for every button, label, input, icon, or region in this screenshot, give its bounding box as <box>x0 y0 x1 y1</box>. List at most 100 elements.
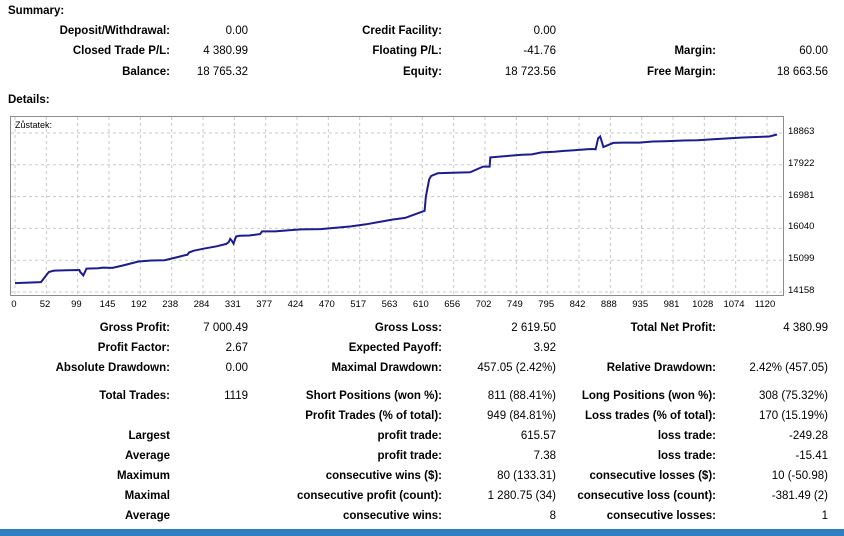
profit-trades-value: 949 (84.81%) <box>486 410 556 422</box>
x-tick-label: 517 <box>350 299 367 310</box>
largest-profit-label: profit trade: <box>377 430 442 442</box>
avg-cons-losses-label: consecutive losses: <box>606 510 716 522</box>
x-tick-label: 0 <box>11 299 17 310</box>
x-tick-label: 377 <box>256 299 273 310</box>
balance-chart: Zůstatek: <box>10 116 784 296</box>
x-tick-label: 795 <box>538 299 555 310</box>
x-tick-label: 1028 <box>692 299 714 310</box>
x-tick-label: 1120 <box>754 299 776 310</box>
short-positions-label: Short Positions (won %): <box>305 390 442 402</box>
x-tick-label: 424 <box>287 299 304 310</box>
x-tick-label: 656 <box>444 299 461 310</box>
avg-profit-value: 7.38 <box>533 450 556 462</box>
maximal-drawdown-value: 457.05 (2.42%) <box>477 362 556 374</box>
deposit-label: Deposit/Withdrawal: <box>59 25 170 37</box>
x-tick-label: 470 <box>318 299 335 310</box>
balance-chart-plot <box>11 117 783 295</box>
average-label: Average <box>125 450 170 462</box>
x-tick-label: 145 <box>99 299 116 310</box>
maximum-label: Maximum <box>116 470 170 482</box>
maximal-drawdown-label: Maximal Drawdown: <box>331 362 442 374</box>
max-cons-losses-value: 10 (-50.98) <box>771 470 828 482</box>
balance-series-line <box>14 133 778 285</box>
largest-loss-label: loss trade: <box>657 430 716 442</box>
equity-label: Equity: <box>403 66 442 78</box>
expected-payoff-value: 3.92 <box>533 342 556 354</box>
x-tick-label: 192 <box>130 299 147 310</box>
margin-value: 60.00 <box>799 45 828 57</box>
x-tick-label: 284 <box>193 299 210 310</box>
x-tick-label: 981 <box>663 299 680 310</box>
relative-drawdown-label: Relative Drawdown: <box>606 362 716 374</box>
x-tick-label: 935 <box>632 299 649 310</box>
x-tick-label: 749 <box>506 299 523 310</box>
equity-value: 18 723.56 <box>504 66 556 78</box>
credit-label: Credit Facility: <box>362 25 442 37</box>
x-tick-label: 610 <box>412 299 429 310</box>
summary-title: Summary: <box>8 5 65 17</box>
gross-profit-value: 7 000.49 <box>203 322 248 334</box>
gross-loss-value: 2 619.50 <box>511 322 556 334</box>
long-positions-label: Long Positions (won %): <box>581 390 716 402</box>
closed-pl-value: 4 380.99 <box>203 45 248 57</box>
x-tick-label: 563 <box>381 299 398 310</box>
profit-factor-label: Profit Factor: <box>97 342 170 354</box>
avg-loss-value: -15.41 <box>795 450 828 462</box>
x-tick-label: 99 <box>71 299 82 310</box>
x-tick-label: 331 <box>224 299 241 310</box>
chart-title: Zůstatek: <box>15 120 53 130</box>
deposit-value: 0.00 <box>225 25 248 37</box>
floating-pl-label: Floating P/L: <box>372 45 442 57</box>
long-positions-value: 308 (75.32%) <box>758 390 828 402</box>
x-tick-label: 888 <box>600 299 617 310</box>
free-margin-value: 18 663.56 <box>776 66 828 78</box>
max-cons-wins-value: 80 (133.31) <box>497 470 556 482</box>
max-cons-losses-label: consecutive losses ($): <box>589 470 716 482</box>
gross-loss-label: Gross Loss: <box>374 322 442 334</box>
gross-profit-label: Gross Profit: <box>99 322 170 334</box>
free-margin-label: Free Margin: <box>646 66 716 78</box>
x-tick-label: 1074 <box>723 299 745 310</box>
largest-label: Largest <box>128 430 170 442</box>
bottom-scroll-bar <box>0 529 844 536</box>
maximal-cons-loss-value: -381.49 (2) <box>771 490 828 502</box>
loss-trades-value: 170 (15.19%) <box>758 410 828 422</box>
balance-value: 18 765.32 <box>196 66 248 78</box>
relative-drawdown-value: 2.42% (457.05) <box>749 362 828 374</box>
absolute-drawdown-label: Absolute Drawdown: <box>55 362 170 374</box>
margin-label: Margin: <box>674 45 716 57</box>
x-tick-label: 702 <box>475 299 492 310</box>
short-positions-value: 811 (88.41%) <box>487 390 556 402</box>
avg-cons-wins-value: 8 <box>549 510 556 522</box>
x-tick-label: 52 <box>39 299 51 310</box>
largest-profit-value: 615.57 <box>520 430 556 442</box>
expected-payoff-label: Expected Payoff: <box>348 342 442 354</box>
y-tick-label: 16981 <box>788 189 815 201</box>
max-cons-wins-label: consecutive wins ($): <box>325 470 442 482</box>
average2-label: Average <box>125 510 170 522</box>
total-net-value: 4 380.99 <box>783 322 828 334</box>
avg-loss-label: loss trade: <box>657 450 716 462</box>
credit-value: 0.00 <box>533 25 556 37</box>
y-tick-label: 17922 <box>788 157 815 169</box>
avg-cons-wins-label: consecutive wins: <box>342 510 442 522</box>
profit-trades-label: Profit Trades (% of total): <box>305 410 442 422</box>
y-tick-label: 18863 <box>788 126 815 137</box>
loss-trades-label: Loss trades (% of total): <box>585 410 716 422</box>
x-tick-label: 238 <box>162 299 179 310</box>
floating-pl-value: -41.76 <box>523 45 556 57</box>
profit-factor-value: 2.67 <box>225 342 248 354</box>
maximal-cons-profit-label: consecutive profit (count): <box>296 490 442 502</box>
maximal-label: Maximal <box>124 490 170 502</box>
total-trades-value: 1119 <box>224 390 248 402</box>
total-net-label: Total Net Profit: <box>630 322 716 334</box>
largest-loss-value: -249.28 <box>788 430 828 442</box>
y-tick-label: 14158 <box>788 285 815 296</box>
avg-profit-label: profit trade: <box>377 450 442 462</box>
x-tick-label: 842 <box>569 299 586 310</box>
maximal-cons-profit-value: 1 280.75 (34) <box>487 490 556 502</box>
balance-label: Balance: <box>122 66 170 78</box>
total-trades-label: Total Trades: <box>99 390 170 402</box>
maximal-cons-loss-label: consecutive loss (count): <box>577 490 716 502</box>
absolute-drawdown-value: 0.00 <box>225 362 248 374</box>
